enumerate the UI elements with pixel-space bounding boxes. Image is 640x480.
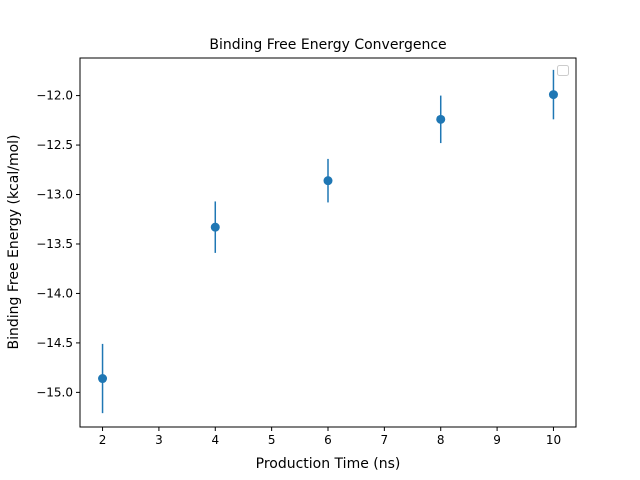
x-tick-label: 4 xyxy=(211,433,219,447)
x-tick-label: 6 xyxy=(324,433,332,447)
y-tick-label: −15.0 xyxy=(36,385,73,399)
x-tick-label: 10 xyxy=(546,433,561,447)
y-tick-label: −14.5 xyxy=(36,336,73,350)
x-tick-label: 7 xyxy=(381,433,389,447)
data-point xyxy=(548,90,558,100)
data-point xyxy=(436,114,446,124)
x-tick-label: 5 xyxy=(268,433,276,447)
data-point xyxy=(323,176,333,186)
y-tick-label: −12.0 xyxy=(36,89,73,103)
y-tick-label: −14.0 xyxy=(36,286,73,300)
data-point xyxy=(210,222,220,232)
x-axis-label: Production Time (ns) xyxy=(256,456,401,472)
x-tick-label: 3 xyxy=(155,433,163,447)
y-tick-label: −13.0 xyxy=(36,188,73,202)
x-tick-label: 8 xyxy=(437,433,445,447)
y-axis-label: Binding Free Energy (kcal/mol) xyxy=(6,135,22,350)
x-axis: 2 3 4 5 6 7 8 9 10 xyxy=(99,427,561,447)
y-axis: −15.0 −14.5 −14.0 −13.5 −13.0 −12.5 −12.0 xyxy=(36,89,80,399)
y-tick-label: −12.5 xyxy=(36,138,73,152)
x-tick-label: 9 xyxy=(493,433,501,447)
y-tick-label: −13.5 xyxy=(36,237,73,251)
legend-box xyxy=(557,65,569,76)
data-point xyxy=(98,374,108,384)
x-tick-label: 2 xyxy=(99,433,107,447)
chart-title: Binding Free Energy Convergence xyxy=(209,37,446,53)
plot-area xyxy=(98,69,558,414)
